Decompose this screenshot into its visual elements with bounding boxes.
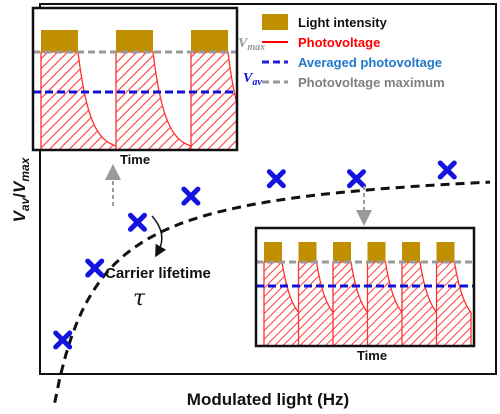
svg-text:Vav/Vmax: Vav/Vmax bbox=[10, 156, 32, 222]
tau-symbol: τ bbox=[133, 286, 146, 311]
data-point bbox=[127, 212, 147, 232]
lifetime-arrow bbox=[151, 215, 167, 258]
ylabel-sub1: av bbox=[18, 196, 32, 211]
fit-curve bbox=[53, 180, 491, 404]
inset-high-time-label: Time bbox=[357, 348, 387, 363]
plot-frame bbox=[39, 3, 497, 375]
data-point bbox=[346, 169, 366, 189]
data-point bbox=[437, 160, 457, 180]
data-markers bbox=[53, 160, 457, 350]
y-axis-label: Vav/Vmax bbox=[10, 156, 32, 222]
data-point bbox=[266, 169, 286, 189]
data-point bbox=[85, 258, 105, 278]
vmax-label: Vmax bbox=[238, 36, 265, 53]
inset-low-time-label: Time bbox=[120, 152, 150, 167]
vav-label: Vav bbox=[243, 71, 262, 88]
inset-high-frequency: Time bbox=[254, 226, 476, 363]
legend-entry: Light intensity bbox=[262, 14, 388, 30]
data-point bbox=[53, 330, 73, 350]
legend-entry: Averaged photovoltage bbox=[262, 55, 442, 70]
ylabel-v1: V bbox=[10, 209, 29, 222]
legend: Light intensity Photovoltage Averaged phot… bbox=[262, 14, 445, 90]
legend-entry: Photovoltage bbox=[262, 35, 380, 50]
ylabel-v2: V bbox=[10, 180, 29, 193]
ylabel-sep: / bbox=[10, 193, 29, 198]
legend-label: Light intensity bbox=[298, 15, 388, 30]
legend-swatch bbox=[262, 14, 288, 30]
ylabel-sub2: max bbox=[18, 156, 32, 181]
x-axis-label: Modulated light (Hz) bbox=[187, 390, 349, 409]
data-point bbox=[181, 186, 201, 206]
legend-label: Averaged photovoltage bbox=[298, 55, 442, 70]
legend-label: Photovoltage maximum bbox=[298, 75, 445, 90]
carrier-lifetime-label: Carrier lifetime bbox=[105, 265, 211, 282]
legend-label: Photovoltage bbox=[298, 35, 380, 50]
legend-entry: Photovoltage maximum bbox=[262, 75, 445, 90]
inset-low-frequency: Time Vmax Vav bbox=[31, 6, 265, 167]
